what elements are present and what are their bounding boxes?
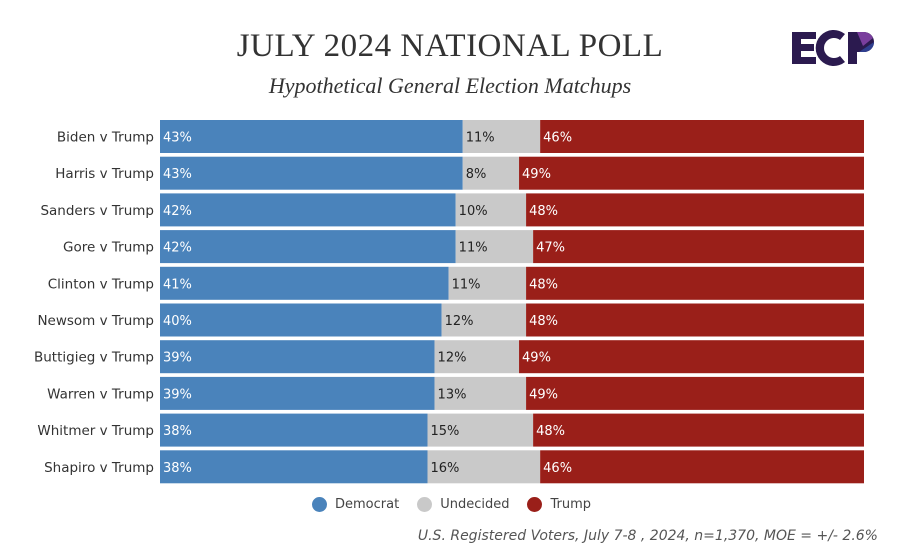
undecided-swatch xyxy=(417,497,433,512)
category-label: Whitmer v Trump xyxy=(37,423,154,439)
bar-trump xyxy=(519,156,864,190)
bar-trump xyxy=(526,376,864,410)
legend: Democrat Undecided Trump xyxy=(312,497,591,512)
data-label-democrat: 39% xyxy=(163,387,192,402)
data-label-trump: 46% xyxy=(543,131,572,146)
data-label-trump: 47% xyxy=(536,241,565,256)
bar-democrat xyxy=(160,450,428,484)
data-label-undecided: 12% xyxy=(438,351,467,366)
bar-undecided xyxy=(427,450,541,484)
bar-undecided xyxy=(462,120,541,153)
bar-democrat xyxy=(160,120,463,153)
data-label-democrat: 43% xyxy=(163,131,192,146)
data-label-undecided: 16% xyxy=(431,461,460,476)
bar-democrat xyxy=(160,156,463,190)
legend-label: Undecided xyxy=(440,497,510,512)
chart-title: JULY 2024 NATIONAL POLL xyxy=(236,28,664,64)
bar-democrat xyxy=(160,266,449,300)
data-label-democrat: 42% xyxy=(163,241,192,256)
data-label-trump: 49% xyxy=(529,387,558,402)
bar-undecided xyxy=(427,413,534,447)
data-label-undecided: 8% xyxy=(466,167,487,182)
bar-trump xyxy=(540,450,864,484)
bar-democrat xyxy=(160,230,456,264)
legend-item-trump: Trump xyxy=(527,497,591,512)
category-label: Warren v Trump xyxy=(47,386,154,402)
bar-trump xyxy=(533,413,864,447)
bar-democrat xyxy=(160,303,442,337)
data-label-trump: 48% xyxy=(529,204,558,219)
bar-undecided xyxy=(448,266,527,300)
data-label-undecided: 11% xyxy=(459,241,488,256)
category-label: Buttigieg v Trump xyxy=(34,350,154,366)
data-label-democrat: 39% xyxy=(163,351,192,366)
bar-democrat xyxy=(160,193,456,227)
data-label-democrat: 42% xyxy=(163,204,192,219)
ecp-logo xyxy=(792,30,874,66)
data-label-undecided: 12% xyxy=(445,314,474,329)
bar-undecided xyxy=(434,340,520,374)
data-label-undecided: 15% xyxy=(431,424,460,439)
data-label-trump: 46% xyxy=(543,461,572,476)
category-label: Newsom v Trump xyxy=(37,313,154,329)
bar-democrat xyxy=(160,376,435,410)
bar-democrat xyxy=(160,413,428,447)
legend-label: Trump xyxy=(550,497,591,512)
bar-undecided xyxy=(462,156,520,190)
category-label: Harris v Trump xyxy=(55,166,154,182)
bar-trump xyxy=(519,340,864,374)
bar-democrat xyxy=(160,340,435,374)
bar-undecided xyxy=(455,230,534,264)
stacked-bar-chart: Biden v Trump 43% 11% 46% Harris v Trump 43% 8… xyxy=(34,120,864,484)
data-label-trump: 49% xyxy=(522,167,551,182)
category-label: Shapiro v Trump xyxy=(44,460,154,476)
data-label-democrat: 41% xyxy=(163,277,192,292)
category-label: Clinton v Trump xyxy=(48,276,154,292)
bar-trump xyxy=(526,193,864,227)
data-label-democrat: 43% xyxy=(163,167,192,182)
legend-item-democrat: Democrat xyxy=(312,497,399,512)
category-label: Sanders v Trump xyxy=(40,203,154,219)
bar-undecided xyxy=(455,193,527,227)
data-label-undecided: 11% xyxy=(452,277,481,292)
data-label-democrat: 40% xyxy=(163,314,192,329)
category-label: Biden v Trump xyxy=(57,130,154,146)
bar-trump xyxy=(533,230,864,264)
bar-trump xyxy=(540,120,864,153)
data-label-trump: 48% xyxy=(529,277,558,292)
legend-label: Democrat xyxy=(335,497,400,512)
data-label-democrat: 38% xyxy=(163,424,192,439)
legend-item-undecided: Undecided xyxy=(417,497,509,512)
data-label-trump: 48% xyxy=(529,314,558,329)
data-label-trump: 49% xyxy=(522,351,551,366)
bar-undecided xyxy=(434,376,527,410)
data-label-undecided: 10% xyxy=(459,204,488,219)
democrat-swatch xyxy=(312,497,327,512)
bar-trump xyxy=(526,303,864,337)
data-label-undecided: 13% xyxy=(438,387,467,402)
chart-subtitle: Hypothetical General Election Matchups xyxy=(268,73,632,98)
trump-swatch xyxy=(527,497,543,512)
data-label-undecided: 11% xyxy=(466,131,495,146)
data-label-democrat: 38% xyxy=(163,461,192,476)
footer-note: U.S. Registered Voters, July 7-8 , 2024,… xyxy=(417,528,878,544)
category-label: Gore v Trump xyxy=(63,240,154,256)
bar-undecided xyxy=(441,303,527,337)
bar-trump xyxy=(526,266,864,300)
data-label-trump: 48% xyxy=(536,424,565,439)
